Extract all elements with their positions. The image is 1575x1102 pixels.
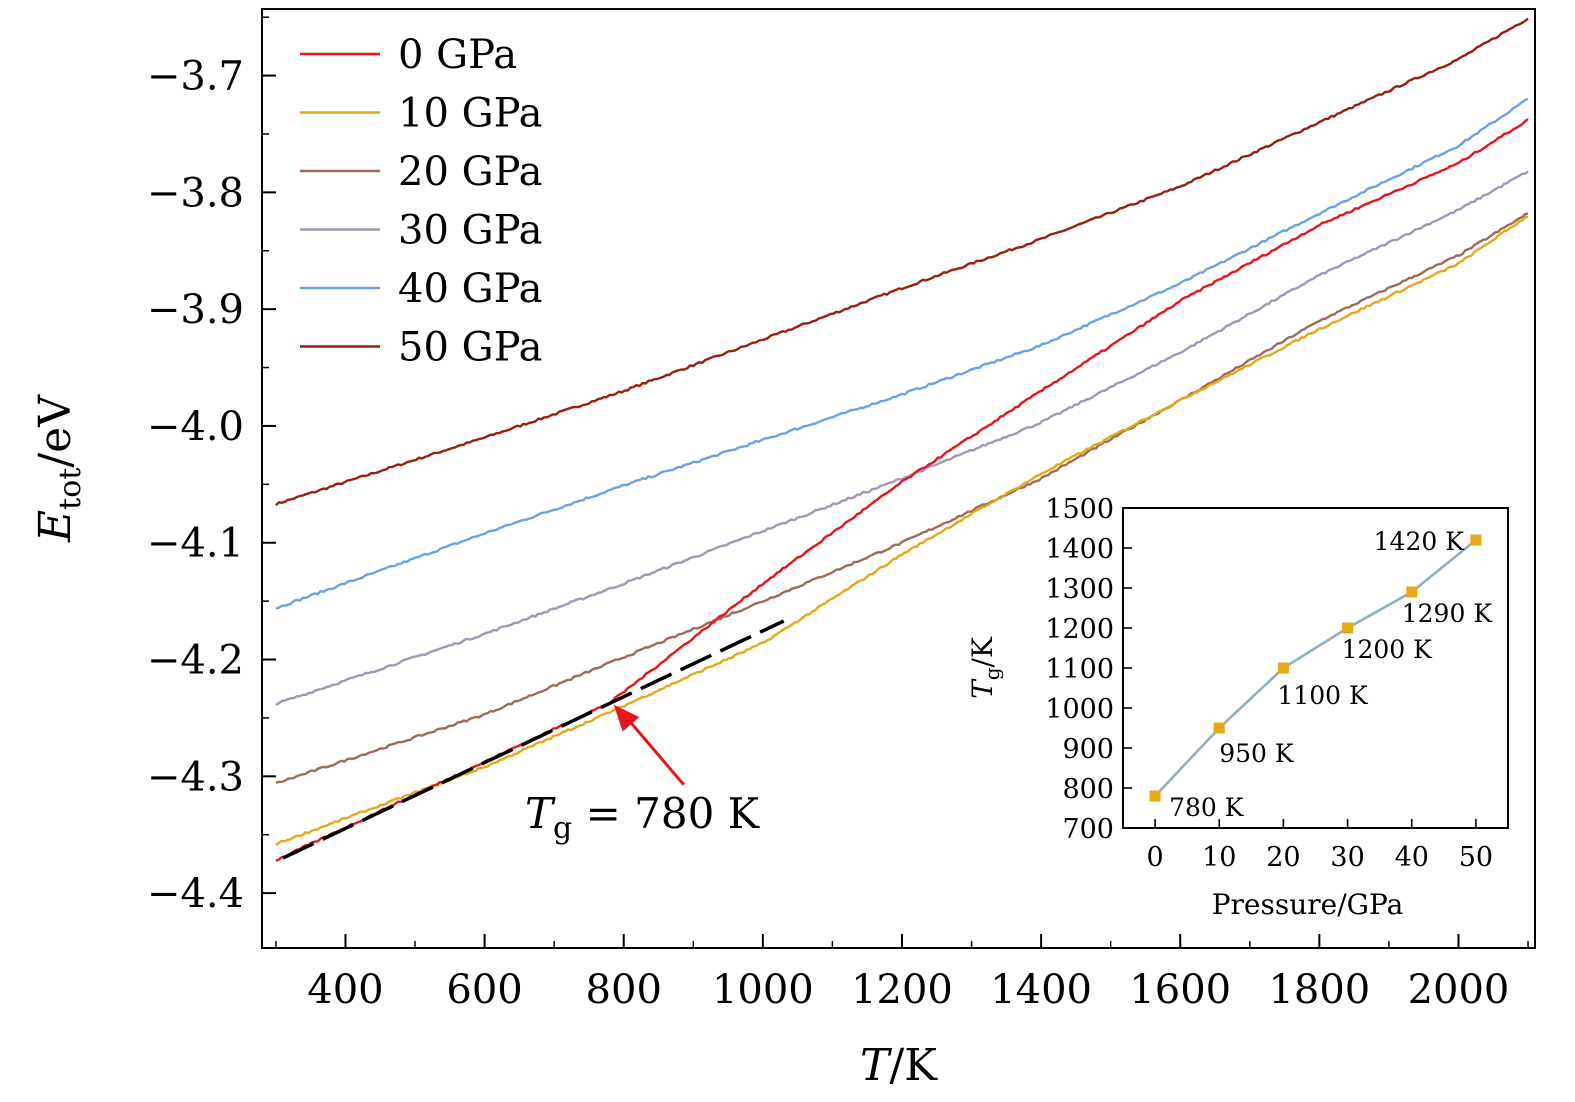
- annotation-label-sub: g: [553, 811, 572, 846]
- inset-point-label: 950 K: [1219, 739, 1295, 768]
- x-axis-title: T/K: [860, 1040, 938, 1091]
- x-tick-label: 2000: [1408, 967, 1510, 1013]
- legend-label: 50 GPa: [398, 325, 543, 371]
- x-tick-label: 1800: [1268, 967, 1370, 1013]
- x-tick-label: 1400: [990, 967, 1092, 1013]
- x-tick-label: 800: [586, 967, 662, 1013]
- y-tick-label: −3.7: [147, 54, 244, 100]
- inset-y-axis-title: Tg/K: [966, 636, 1004, 699]
- inset-y-tick-label: 1500: [1045, 494, 1114, 525]
- inset-y-tick-label: 1400: [1045, 534, 1114, 565]
- inset-y-tick-label: 1000: [1045, 694, 1114, 725]
- inset-point-label: 1100 K: [1277, 681, 1369, 710]
- inset-point-label: 1420 K: [1374, 527, 1466, 556]
- x-tick-label: 400: [307, 967, 383, 1013]
- x-tick-label: 1000: [712, 967, 814, 1013]
- inset-x-tick-label: 10: [1202, 842, 1236, 873]
- annotation-label-rest: = 780 K: [572, 789, 760, 838]
- legend-label: 0 GPa: [398, 32, 517, 78]
- y-axis-title: Etot/eV: [30, 394, 88, 543]
- inset-x-tick-label: 20: [1266, 842, 1300, 873]
- y-tick-label: −3.9: [147, 287, 244, 333]
- series-line-20-gpa: [275, 212, 1529, 784]
- inset-line: [1154, 538, 1477, 797]
- x-axis-title-unit: /K: [889, 1040, 938, 1091]
- annotation-arrow-shaft: [624, 715, 685, 786]
- inset-point-marker: [1277, 662, 1289, 674]
- annotation-arrow-head: [613, 704, 640, 732]
- legend-label: 10 GPa: [398, 91, 543, 137]
- y-tick-label: −4.3: [147, 754, 244, 800]
- y-tick-label: −3.8: [147, 170, 244, 216]
- inset-x-tick-label: 30: [1330, 842, 1364, 873]
- x-tick-label: 600: [446, 967, 522, 1013]
- inset-y-axis-title-var: T: [966, 678, 999, 699]
- y-tick-label: −4.2: [147, 638, 244, 684]
- inset-point-marker: [1406, 586, 1418, 598]
- inset-point-label: 1290 K: [1402, 599, 1494, 628]
- inset-y-axis-title-sub: g: [980, 667, 1004, 680]
- plot-frame: [261, 8, 1536, 949]
- inset-frame: [1122, 507, 1509, 829]
- inset-x-tick-label: 0: [1146, 842, 1163, 873]
- inset-y-tick-label: 1200: [1045, 614, 1114, 645]
- inset-point-marker: [1149, 790, 1161, 802]
- y-tick-label: −4.4: [147, 871, 244, 917]
- series-line-30-gpa: [275, 170, 1529, 707]
- series-line-10-gpa: [275, 215, 1529, 846]
- legend: 0 GPa 10 GPa 20 GPa 30 GPa 40 GPa 50 GPa: [300, 32, 543, 371]
- x-tick-label: 1600: [1129, 967, 1231, 1013]
- annotation-label-var: T: [525, 789, 556, 838]
- main-plot: 400 600 800 1000 1200 1400 1600 1800 2000−3.7−3.…: [30, 8, 1536, 1091]
- series-line-50-gpa: [275, 17, 1529, 507]
- inset-plot: 0 10 20 30 40 50 700 800 900 1000 1100 1200 1300 1400…: [966, 494, 1509, 921]
- inset-point-marker: [1213, 722, 1225, 734]
- inset-x-tick-label: 40: [1395, 842, 1429, 873]
- inset-point-marker: [1470, 534, 1482, 546]
- x-tick-label: 1200: [851, 967, 953, 1013]
- y-tick-label: −4.1: [147, 521, 244, 567]
- y-tick-label: −4.0: [147, 404, 244, 450]
- y-axis-title-unit: /eV: [30, 394, 81, 468]
- legend-label: 30 GPa: [398, 208, 543, 254]
- fit-line: [282, 619, 785, 860]
- legend-label: 40 GPa: [398, 266, 543, 312]
- y-axis-title-var: E: [30, 510, 81, 543]
- annotation-label: Tg = 780 K: [525, 789, 761, 846]
- inset-y-tick-label: 1300: [1045, 574, 1114, 605]
- inset-y-tick-label: 700: [1062, 814, 1114, 845]
- inset-point-label: 780 K: [1169, 793, 1245, 822]
- inset-y-tick-label: 900: [1062, 734, 1114, 765]
- inset-y-tick-label: 1100: [1045, 654, 1114, 685]
- x-axis-title-var: T: [860, 1040, 893, 1091]
- inset-x-tick-label: 50: [1459, 842, 1493, 873]
- series-line-40-gpa: [275, 97, 1529, 610]
- inset-point-label: 1200 K: [1342, 635, 1434, 664]
- inset-y-tick-label: 800: [1062, 774, 1114, 805]
- inset-point-marker: [1342, 622, 1354, 634]
- y-axis-title-sub: tot: [53, 468, 88, 510]
- inset-x-axis-title: Pressure/GPa: [1212, 888, 1404, 921]
- legend-label: 20 GPa: [398, 149, 543, 195]
- inset-y-axis-title-unit: /K: [966, 636, 999, 667]
